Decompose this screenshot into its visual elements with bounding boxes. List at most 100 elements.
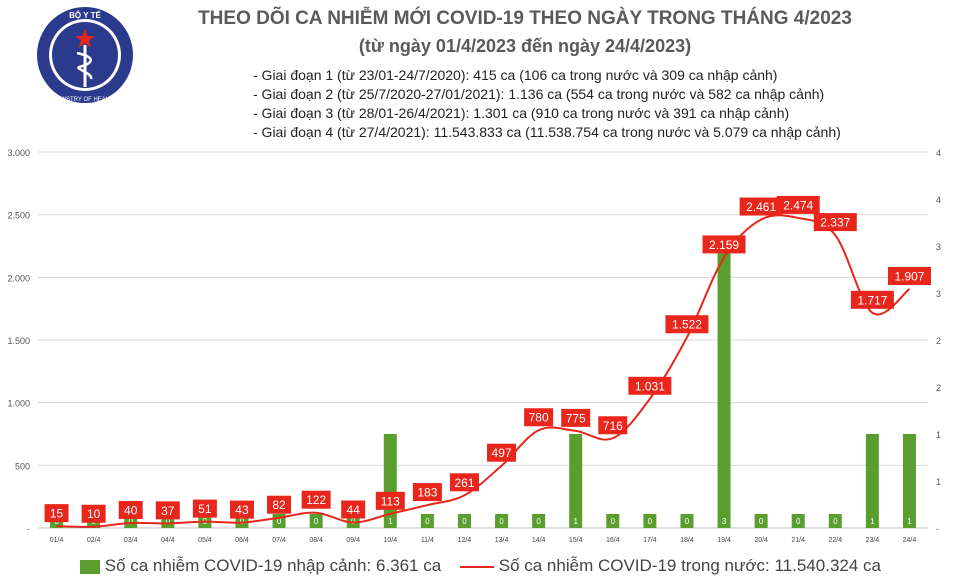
phase-note-4: - Giai đoạn 4 (từ 27/4/2021): 11.543.833… [253, 124, 841, 140]
line-value-label: 44 [347, 503, 361, 517]
line-label-box [776, 195, 820, 214]
x-tick-label: 21/4 [791, 537, 805, 544]
line-value-label: 716 [603, 419, 623, 433]
x-tick-label: 18/4 [680, 537, 694, 544]
bar-value-label: 0 [796, 517, 801, 526]
line-value-label: 261 [454, 476, 474, 490]
ministry-of-health-logo: BỘ Y TẾ MINISTRY OF HEALTH [37, 7, 133, 103]
bar [865, 434, 879, 528]
svg-text:BỘ Y TẾ: BỘ Y TẾ [69, 10, 101, 20]
line-value-label: 1.907 [894, 269, 924, 283]
bar-value-label: 3 [722, 517, 727, 526]
line-value-label: 37 [161, 504, 175, 518]
y-left-tick-label: 2.500 [7, 211, 30, 221]
bar [754, 514, 768, 528]
legend-domestic: Số ca nhiễm COVID-19 trong nước: 11.540.… [460, 556, 881, 576]
bar [791, 514, 805, 528]
y-left-tick-label: 1.000 [7, 399, 30, 409]
line-label-box [267, 495, 292, 514]
x-tick-label: 08/4 [309, 537, 323, 544]
line-value-label: 775 [566, 411, 586, 425]
bar [643, 514, 657, 528]
x-tick-label: 17/4 [643, 537, 657, 544]
bar-value-label: 0 [128, 517, 133, 526]
line-value-label: 15 [50, 507, 64, 521]
bar [680, 514, 694, 528]
bar-value-label: 0 [425, 517, 430, 526]
line-value-label: 2.337 [820, 216, 850, 230]
line-label-box [561, 408, 591, 427]
legend-line-label: Số ca nhiễm COVID-19 trong nước: 11.540.… [498, 556, 881, 575]
y-left-tick-label: 3.000 [7, 148, 30, 158]
x-tick-label: 14/4 [532, 537, 546, 544]
line-value-label: 1.522 [672, 318, 702, 332]
line-label-box [301, 490, 331, 509]
phase-note-3: - Giai đoạn 3 (từ 28/01-26/4/2021): 1.30… [253, 105, 790, 121]
x-tick-label: 24/4 [903, 537, 917, 544]
x-tick-label: 12/4 [458, 537, 472, 544]
y-right-tick-label: 3 [936, 242, 941, 252]
bar-value-label: 0 [462, 517, 467, 526]
line-value-label: 1.031 [635, 379, 665, 393]
line-value-label: 113 [381, 494, 400, 508]
line-label-box [229, 500, 254, 519]
bar-value-label: 0 [685, 517, 690, 526]
line-label-box [598, 416, 628, 435]
line-value-label: 2.474 [783, 198, 813, 212]
legend-bar-label: Số ca nhiễm COVID-19 nhập cảnh: 6.361 ca [104, 556, 442, 575]
chart-title: THEO DÕI CA NHIỄM MỚI COVID-19 THEO NGÀY… [198, 8, 852, 29]
line-label-box [192, 499, 217, 518]
line-value-label: 51 [198, 502, 212, 516]
y-right-tick-label: 1 [936, 477, 941, 487]
x-tick-label: 07/4 [272, 537, 286, 544]
y-right-tick-label: - [936, 524, 939, 534]
y-left-tick-label: - [27, 524, 30, 534]
bar-value-label: 0 [536, 517, 541, 526]
bar-value-label: 0 [166, 517, 171, 526]
y-right-tick-label: 3 [936, 289, 941, 299]
bar-value-label: 0 [499, 517, 504, 526]
svg-text:MINISTRY OF HEALTH: MINISTRY OF HEALTH [53, 97, 116, 103]
line-value-label: 2.159 [709, 238, 739, 252]
phase-notes: - Giai đoạn 1 (từ 23/01-24/7/2020): 415 … [253, 66, 841, 142]
x-tick-label: 02/4 [87, 537, 101, 544]
bar-value-label: 1 [573, 517, 578, 526]
y-left-tick-label: 1.500 [7, 336, 30, 346]
bar-value-label: 0 [759, 517, 764, 526]
bar [532, 514, 546, 528]
line-label-box [155, 501, 180, 520]
x-tick-label: 10/4 [383, 537, 397, 544]
legend-imported: Số ca nhiễm COVID-19 nhập cảnh: 6.361 ca [80, 556, 441, 576]
line-label-box [524, 408, 554, 427]
bar [495, 514, 509, 528]
bar-value-label: 0 [240, 517, 245, 526]
x-tick-label: 22/4 [828, 537, 842, 544]
x-tick-label: 13/4 [495, 537, 509, 544]
y-left-tick-label: 500 [15, 461, 30, 471]
bar-value-label: 0 [314, 517, 319, 526]
line-value-label: 2.461 [746, 200, 776, 214]
x-tick-label: 20/4 [754, 537, 768, 544]
line-value-label: 780 [529, 411, 549, 425]
line-value-label: 497 [492, 446, 512, 460]
y-left-tick-label: 2.000 [7, 273, 30, 283]
bar [828, 514, 842, 528]
x-tick-label: 03/4 [124, 537, 138, 544]
bar [717, 246, 731, 528]
line-label-box [702, 235, 746, 254]
bar [420, 514, 434, 528]
line-label-box [341, 500, 366, 519]
line-label-box [665, 315, 709, 334]
line-value-label: 43 [235, 503, 249, 517]
line-label-box [887, 266, 931, 285]
bar [457, 514, 471, 528]
line-value-label: 40 [124, 503, 138, 517]
x-tick-label: 01/4 [50, 537, 64, 544]
line-label-box [81, 504, 106, 523]
line-label-box [412, 483, 442, 502]
line-label-box [375, 491, 405, 510]
x-tick-label: 23/4 [866, 537, 880, 544]
line-label-box [813, 213, 857, 232]
bar-value-label: 0 [277, 517, 282, 526]
bar-value-label: 1 [870, 517, 875, 526]
